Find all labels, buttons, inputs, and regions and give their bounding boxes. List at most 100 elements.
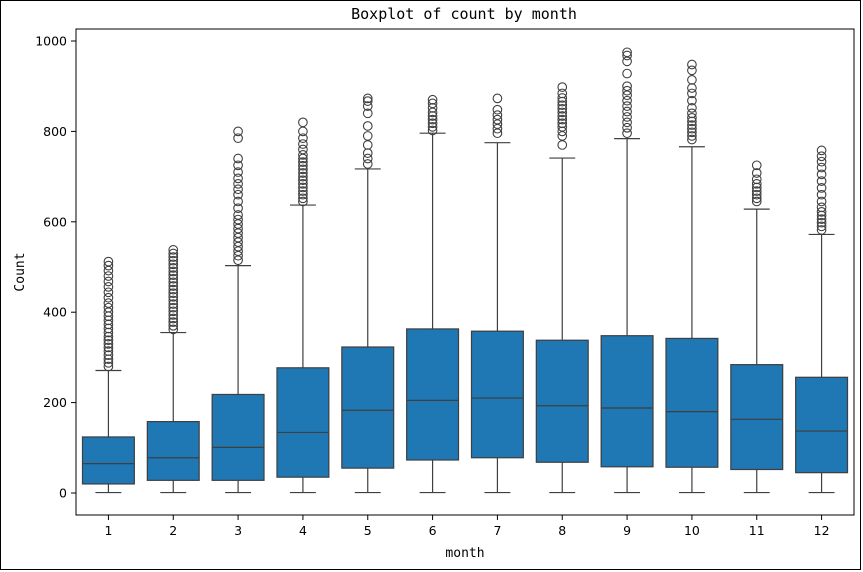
outlier-point xyxy=(168,306,179,317)
outlier-point xyxy=(298,196,308,207)
iqr-box xyxy=(146,420,200,481)
outlier-point xyxy=(427,118,438,129)
outlier-point xyxy=(622,81,632,92)
outlier-point xyxy=(557,88,568,99)
y-axis-label: Count xyxy=(13,252,28,291)
outlier-point xyxy=(557,111,568,121)
y-axis: 0 200 400 600 800 1000 xyxy=(35,34,76,501)
outlier-point xyxy=(298,157,308,167)
y-tick-label: 1000 xyxy=(35,34,67,49)
outlier-point xyxy=(622,85,632,96)
outlier-point xyxy=(557,107,568,118)
outlier-point xyxy=(427,125,438,136)
outlier-point xyxy=(362,153,373,164)
outlier-point xyxy=(298,144,308,155)
chart-title: Boxplot of count by month xyxy=(351,5,577,23)
x-tick-label: 8 xyxy=(558,523,566,538)
iqr-box xyxy=(665,337,719,468)
outlier-point xyxy=(233,184,243,195)
iqr-box xyxy=(600,335,654,468)
outlier-point xyxy=(687,83,697,93)
outlier-point xyxy=(298,139,308,149)
outlier-point xyxy=(622,122,632,133)
outlier-point xyxy=(168,270,179,280)
outlier-point xyxy=(362,121,373,131)
outlier-point xyxy=(622,68,632,79)
iqr-box xyxy=(470,330,524,459)
outlier-point xyxy=(168,313,179,324)
outlier-point xyxy=(168,310,179,320)
outlier-point xyxy=(751,193,762,204)
outlier-point xyxy=(168,320,179,331)
box-month-10 xyxy=(665,59,719,494)
outlier-point xyxy=(427,122,438,132)
outlier-point xyxy=(557,82,568,92)
box-month-9 xyxy=(600,47,654,494)
outlier-point xyxy=(103,338,114,349)
outlier-point xyxy=(298,133,308,144)
y-tick-label: 200 xyxy=(43,395,67,410)
outlier-point xyxy=(751,189,762,200)
outlier-point xyxy=(103,335,114,346)
box-month-1 xyxy=(81,256,135,494)
outlier-point xyxy=(233,178,243,189)
box-month-8 xyxy=(535,82,589,494)
outlier-point xyxy=(751,174,762,185)
box-month-11 xyxy=(730,160,784,494)
outlier-point xyxy=(168,259,179,270)
outlier-point xyxy=(168,248,179,259)
box-series xyxy=(81,47,849,494)
outlier-point xyxy=(298,150,308,160)
outlier-point xyxy=(751,186,762,196)
outlier-point xyxy=(816,156,827,167)
outlier-point xyxy=(168,299,179,309)
outlier-point xyxy=(816,207,827,217)
outlier-point xyxy=(751,178,762,189)
outlier-point xyxy=(751,196,762,207)
outlier-point xyxy=(687,127,697,138)
outlier-point xyxy=(557,122,568,132)
outlier-point xyxy=(687,120,697,130)
outlier-point xyxy=(362,96,373,106)
outlier-point xyxy=(816,221,827,232)
x-tick-label: 9 xyxy=(623,523,631,538)
x-tick-label: 12 xyxy=(814,523,830,538)
outlier-point xyxy=(103,292,114,303)
outlier-point xyxy=(233,214,243,225)
outlier-point xyxy=(687,59,697,70)
outlier-point xyxy=(427,94,438,105)
outlier-point xyxy=(362,140,373,150)
outlier-point xyxy=(492,114,503,125)
outlier-point xyxy=(816,169,827,180)
outlier-point xyxy=(168,255,179,266)
iqr-box xyxy=(81,436,135,485)
outlier-point xyxy=(362,159,373,169)
outlier-point xyxy=(103,350,114,360)
outlier-point xyxy=(687,88,697,99)
outlier-point xyxy=(298,117,308,128)
outlier-point xyxy=(233,167,243,177)
outlier-point xyxy=(168,273,179,284)
outlier-point xyxy=(298,160,308,171)
outlier-point xyxy=(816,217,827,228)
iqr-box xyxy=(535,339,589,463)
outlier-point xyxy=(687,131,697,141)
outlier-point xyxy=(168,263,179,273)
x-tick-label: 11 xyxy=(749,523,765,538)
outlier-point xyxy=(816,183,827,193)
outlier-point xyxy=(168,244,179,255)
outlier-point xyxy=(492,110,503,120)
outlier-point xyxy=(687,134,697,145)
iqr-box xyxy=(730,364,784,471)
iqr-box xyxy=(341,346,395,469)
outlier-point xyxy=(103,302,114,313)
outlier-point xyxy=(233,153,243,164)
outlier-point xyxy=(622,106,632,117)
outlier-point xyxy=(103,276,114,287)
outlier-point xyxy=(103,256,114,267)
outlier-point xyxy=(751,160,762,171)
box-month-2 xyxy=(146,244,200,494)
y-tick-label: 600 xyxy=(43,214,67,229)
